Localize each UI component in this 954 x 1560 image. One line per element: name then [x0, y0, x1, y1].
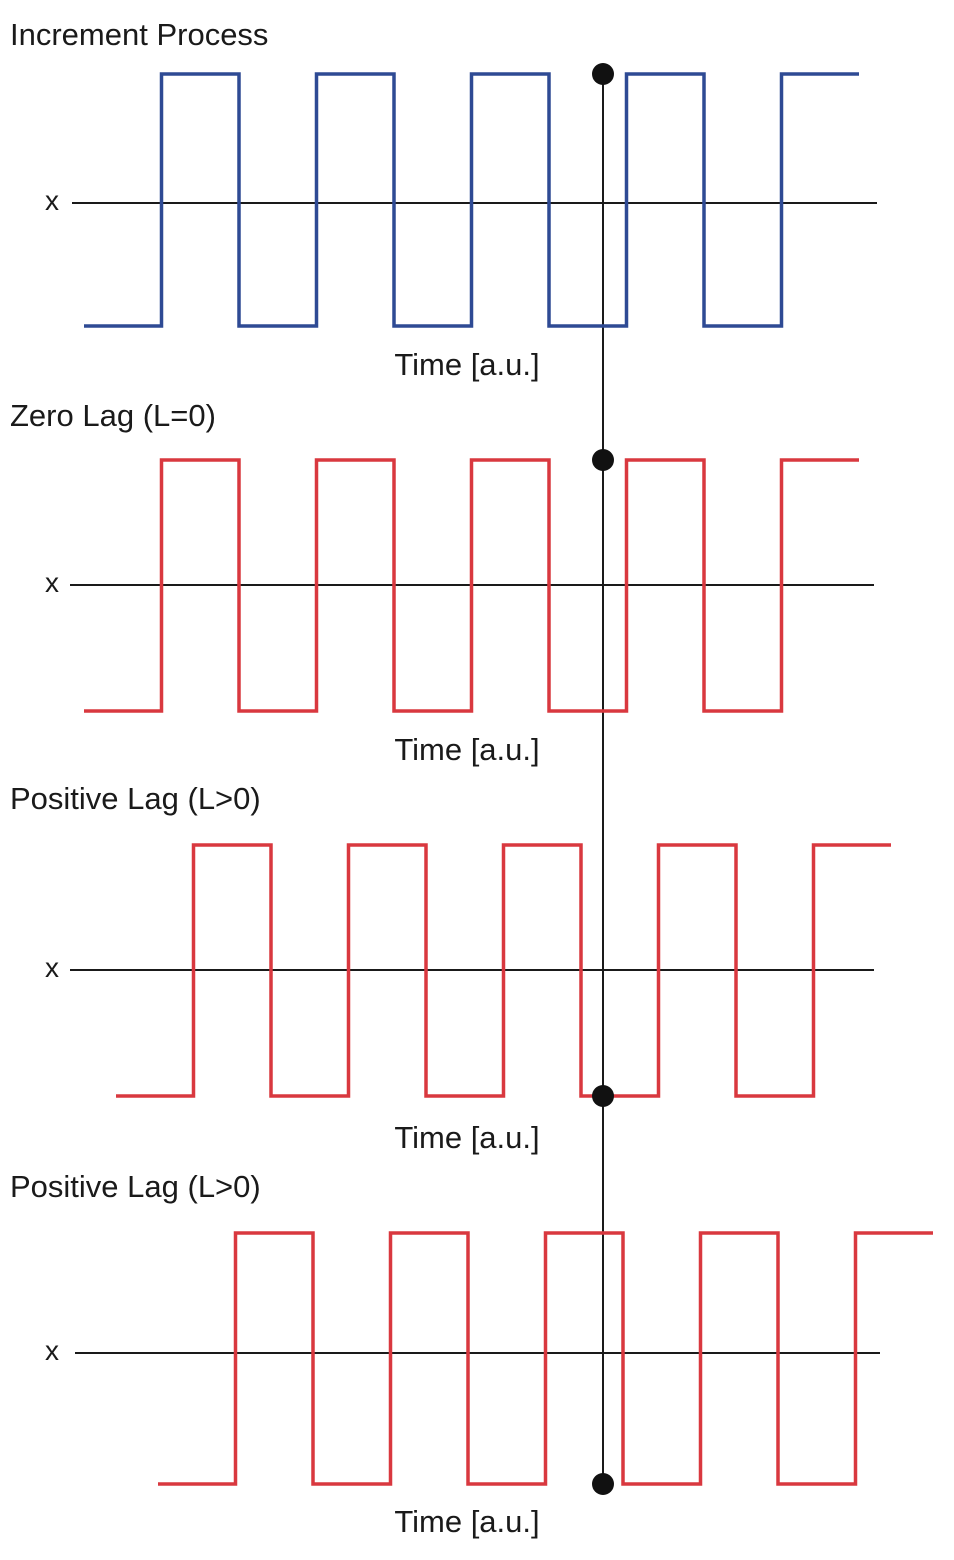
- y-axis-label: x: [45, 185, 59, 216]
- series-line: [84, 72, 859, 328]
- marker-point: [592, 1085, 614, 1107]
- marker-point: [592, 63, 614, 85]
- panel-title: Increment Process: [10, 17, 268, 52]
- panel-positive-lag-1: Positive Lag (L>0) x Time [a.u.]: [10, 781, 891, 1155]
- marker-point: [592, 449, 614, 471]
- marker-point: [592, 1473, 614, 1495]
- panel-title: Zero Lag (L=0): [10, 398, 216, 433]
- panel-increment-process: Increment Process x Time [a.u.]: [10, 17, 877, 382]
- series-line: [158, 1231, 933, 1486]
- series-line: [116, 843, 891, 1098]
- x-axis-label: Time [a.u.]: [394, 732, 539, 767]
- x-axis-label: Time [a.u.]: [394, 347, 539, 382]
- panel-title: Positive Lag (L>0): [10, 781, 261, 816]
- panel-positive-lag-2: Positive Lag (L>0) x Time [a.u.]: [10, 1169, 933, 1539]
- x-axis-label: Time [a.u.]: [394, 1504, 539, 1539]
- x-axis-label: Time [a.u.]: [394, 1120, 539, 1155]
- panel-zero-lag: Zero Lag (L=0) x Time [a.u.]: [10, 398, 874, 767]
- y-axis-label: x: [45, 567, 59, 598]
- y-axis-label: x: [45, 1335, 59, 1366]
- panel-title: Positive Lag (L>0): [10, 1169, 261, 1204]
- series-line: [84, 458, 859, 713]
- y-axis-label: x: [45, 952, 59, 983]
